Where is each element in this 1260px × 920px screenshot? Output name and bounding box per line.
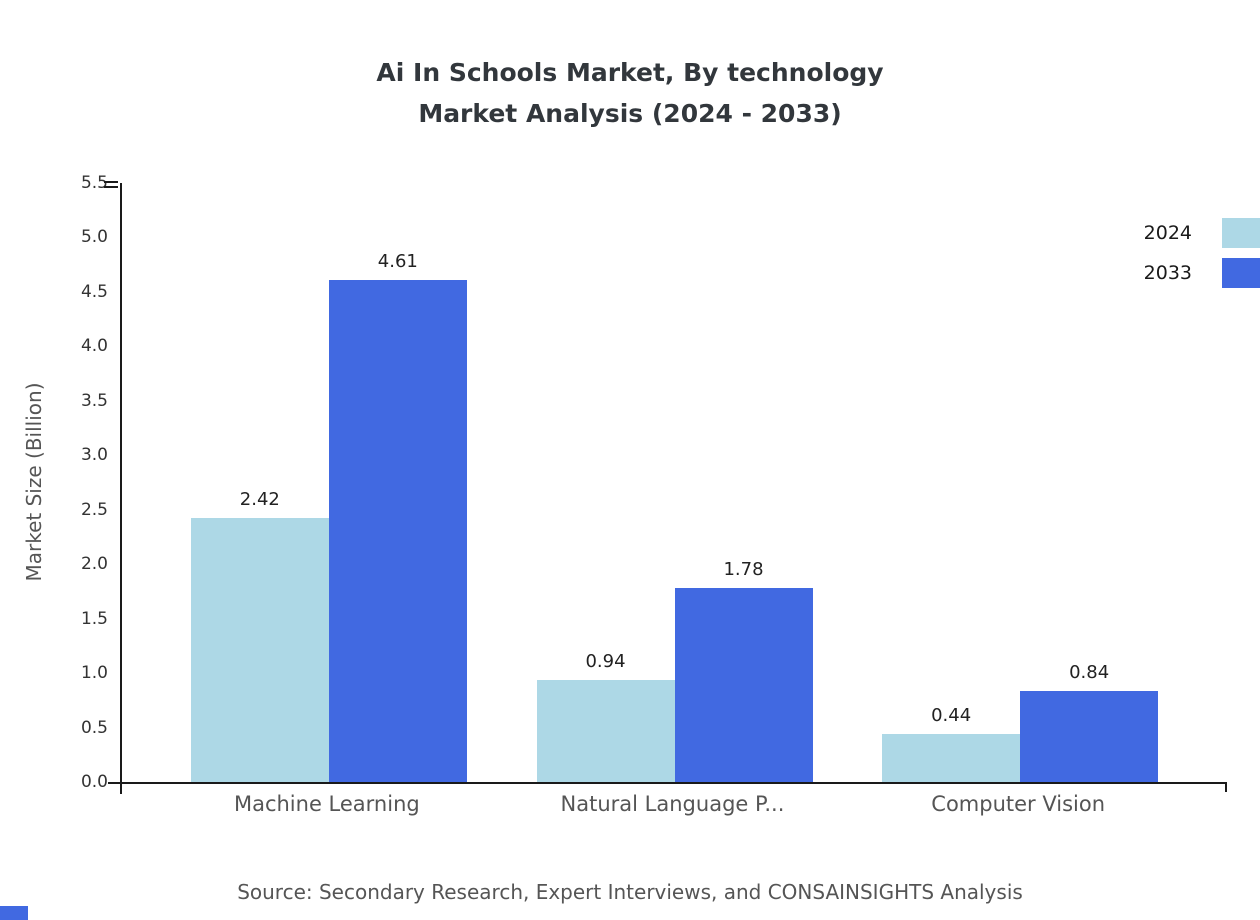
bar-2033 — [674, 588, 813, 782]
legend-label: 2033 — [1143, 262, 1192, 284]
y-tick-label: 3.0 — [80, 445, 108, 466]
page-title: Ai In Schools Market, By technology — [376, 58, 884, 87]
page-subtitle: Market Analysis (2024 - 2033) — [418, 99, 842, 128]
bar-value-label: 2.42 — [239, 489, 280, 511]
y-tick-label: 5.0 — [80, 227, 108, 248]
bar-value-label: 0.94 — [585, 650, 626, 672]
bar-value-label: 0.84 — [1069, 661, 1110, 683]
x-category-label: Natural Language P... — [560, 792, 785, 816]
y-axis-tick-labels: 0.0 0.5 1.0 1.5 2.0 2.5 3.0 3.5 4.0 4.5 5.0 5.5 — [0, 0, 108, 920]
bar-2033 — [328, 279, 467, 782]
legend-swatch — [1222, 258, 1260, 288]
legend-label: 2024 — [1143, 222, 1192, 244]
x-category-label: Computer Vision — [931, 792, 1106, 816]
x-category-label: Machine Learning — [233, 792, 420, 816]
y-tick-label: 0.0 — [80, 772, 108, 792]
x-axis-labels: Machine Learning Natural Language P... Com… — [120, 792, 1225, 828]
y-tick-label: 1.5 — [80, 608, 108, 629]
source-text: Source: Secondary Research, Expert Inter… — [237, 880, 1023, 904]
y-axis-bottom-tick — [120, 784, 122, 794]
y-tick-label: 2.5 — [80, 499, 108, 520]
plot-area: 2.42 4.61 0.94 1.78 0.44 0.84 — [104, 181, 1227, 794]
legend-swatch — [1222, 218, 1260, 248]
y-tick-label: 5.5 — [80, 173, 108, 193]
y-tick-label: 1.0 — [80, 663, 108, 684]
y-tick-label: 4.5 — [80, 281, 108, 302]
corner-mark — [0, 906, 28, 920]
bar-value-label: 1.78 — [723, 559, 764, 581]
y-axis-top-tick — [104, 181, 118, 188]
bar-value-label: 4.61 — [377, 250, 418, 272]
bar-2024 — [536, 679, 675, 782]
y-tick-label: 2.0 — [80, 554, 108, 575]
x-axis-left-tick — [108, 782, 120, 784]
legend-row: 2033 — [1144, 258, 1260, 288]
y-tick-label: 4.0 — [80, 336, 108, 357]
bar-2033 — [1020, 690, 1159, 782]
legend: 2024 2033 — [1144, 218, 1260, 288]
y-tick-label: 3.5 — [80, 390, 108, 411]
bar-2024 — [882, 734, 1021, 782]
x-axis-right-tick — [1225, 784, 1227, 792]
bar-2024 — [190, 518, 329, 782]
legend-row: 2024 — [1144, 218, 1260, 248]
y-tick-label: 0.5 — [80, 717, 108, 738]
bar-value-label: 0.44 — [931, 705, 972, 727]
chart-title: Ai In Schools Market, By technology Mark… — [0, 52, 1260, 134]
